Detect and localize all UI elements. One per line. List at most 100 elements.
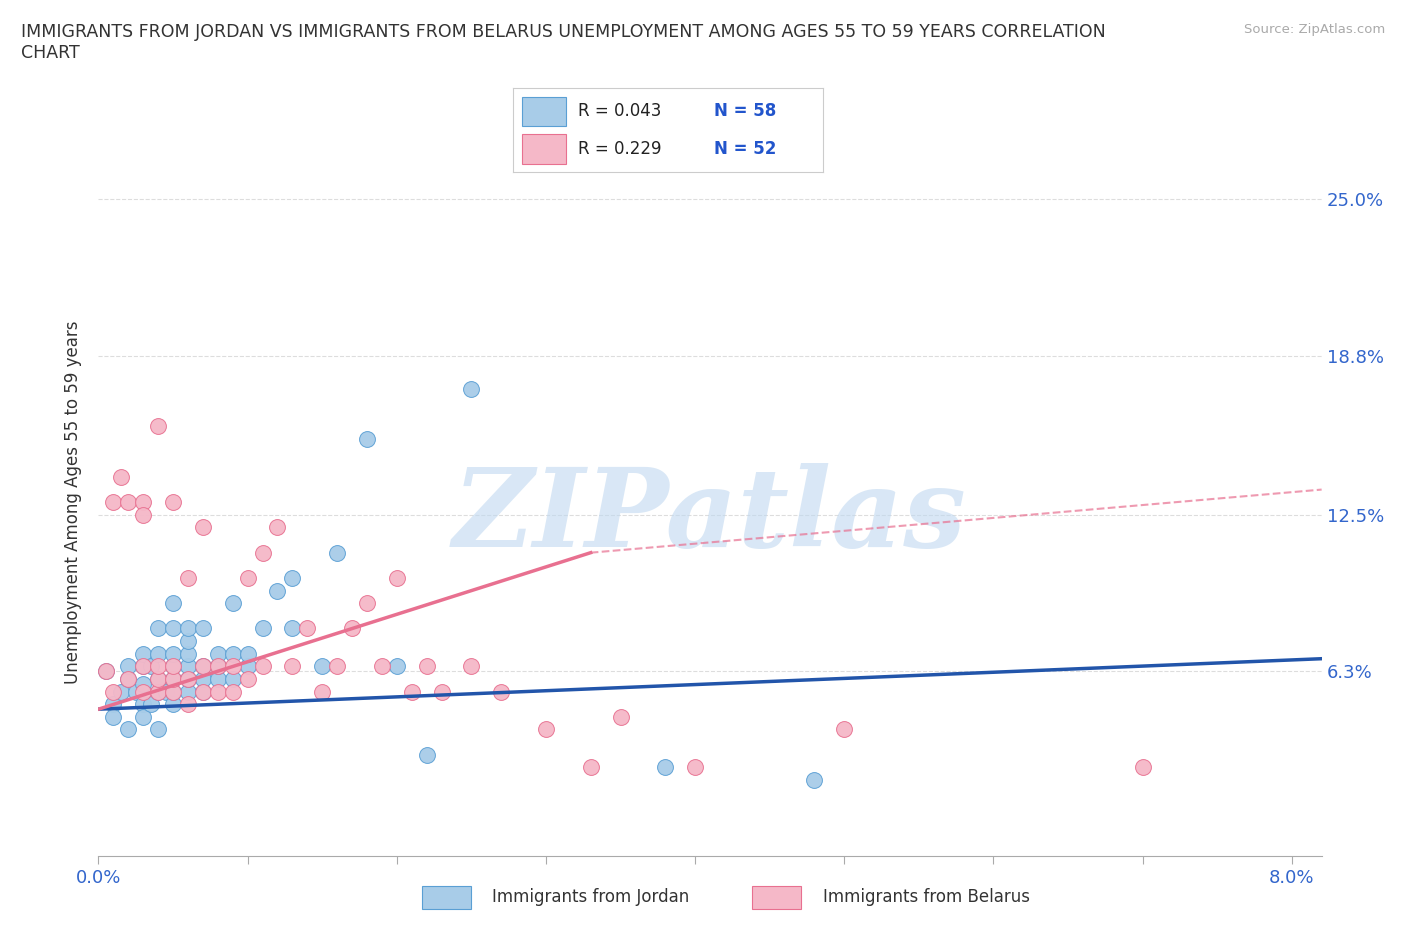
Point bbox=[132, 697, 155, 711]
Point bbox=[356, 596, 378, 611]
Point bbox=[110, 470, 132, 485]
Point bbox=[94, 664, 117, 679]
Point bbox=[146, 646, 169, 661]
Point bbox=[221, 684, 243, 699]
Point bbox=[534, 722, 557, 737]
Point bbox=[117, 671, 139, 686]
Point bbox=[162, 658, 184, 673]
Point bbox=[221, 671, 243, 686]
Point bbox=[146, 684, 169, 699]
Bar bbox=[752, 885, 801, 910]
Point bbox=[132, 495, 155, 510]
Point bbox=[103, 697, 125, 711]
Point bbox=[125, 684, 148, 699]
Text: N = 52: N = 52 bbox=[714, 140, 776, 157]
Point bbox=[252, 621, 274, 636]
Point bbox=[311, 684, 333, 699]
Point bbox=[385, 570, 408, 585]
Point bbox=[162, 646, 184, 661]
Point bbox=[103, 710, 125, 724]
Point bbox=[191, 520, 214, 535]
Bar bbox=[422, 885, 471, 910]
Point bbox=[236, 658, 259, 673]
Point bbox=[162, 697, 184, 711]
Point bbox=[117, 671, 139, 686]
Point bbox=[191, 684, 214, 699]
Point bbox=[132, 684, 155, 699]
Point bbox=[311, 658, 333, 673]
Point bbox=[162, 671, 184, 686]
Point bbox=[460, 658, 482, 673]
Point bbox=[146, 722, 169, 737]
Point bbox=[177, 621, 200, 636]
Point bbox=[683, 760, 706, 775]
Point bbox=[155, 684, 177, 699]
Point bbox=[191, 658, 214, 673]
Text: Immigrants from Jordan: Immigrants from Jordan bbox=[492, 888, 689, 907]
Point bbox=[385, 658, 408, 673]
Point bbox=[146, 621, 169, 636]
Point bbox=[139, 697, 162, 711]
Point bbox=[326, 658, 349, 673]
Point bbox=[236, 570, 259, 585]
Point bbox=[221, 658, 243, 673]
Point bbox=[191, 621, 214, 636]
Point bbox=[132, 710, 155, 724]
Point bbox=[117, 722, 139, 737]
Point bbox=[236, 671, 259, 686]
Point bbox=[177, 671, 200, 686]
Point bbox=[162, 671, 184, 686]
Point bbox=[281, 658, 304, 673]
Point bbox=[191, 684, 214, 699]
Point bbox=[356, 432, 378, 446]
Point bbox=[162, 621, 184, 636]
Point bbox=[326, 545, 349, 560]
Point bbox=[832, 722, 855, 737]
Point bbox=[162, 684, 184, 699]
Text: ZIPatlas: ZIPatlas bbox=[453, 462, 967, 570]
Point bbox=[103, 684, 125, 699]
Point bbox=[94, 664, 117, 679]
Point bbox=[177, 646, 200, 661]
Point bbox=[207, 671, 229, 686]
Point bbox=[430, 684, 453, 699]
Text: Immigrants from Belarus: Immigrants from Belarus bbox=[823, 888, 1029, 907]
Point bbox=[162, 495, 184, 510]
Point bbox=[103, 495, 125, 510]
Point bbox=[266, 520, 288, 535]
Point bbox=[146, 684, 169, 699]
Text: N = 58: N = 58 bbox=[714, 102, 776, 120]
Bar bbox=[523, 97, 565, 126]
Point bbox=[132, 676, 155, 691]
Point bbox=[207, 684, 229, 699]
Text: Source: ZipAtlas.com: Source: ZipAtlas.com bbox=[1244, 23, 1385, 36]
Point bbox=[132, 658, 155, 673]
Point bbox=[177, 633, 200, 648]
Text: CHART: CHART bbox=[21, 44, 80, 61]
Bar bbox=[523, 135, 565, 164]
Point bbox=[191, 671, 214, 686]
Point bbox=[654, 760, 676, 775]
Point bbox=[803, 773, 825, 788]
Y-axis label: Unemployment Among Ages 55 to 59 years: Unemployment Among Ages 55 to 59 years bbox=[65, 321, 83, 684]
Text: R = 0.043: R = 0.043 bbox=[578, 102, 661, 120]
Point bbox=[609, 710, 631, 724]
Point bbox=[191, 658, 214, 673]
Point bbox=[177, 671, 200, 686]
Point bbox=[207, 658, 229, 673]
Point bbox=[415, 747, 437, 762]
Point bbox=[579, 760, 602, 775]
Point bbox=[371, 658, 394, 673]
Point bbox=[207, 646, 229, 661]
Point bbox=[340, 621, 363, 636]
Point bbox=[266, 583, 288, 598]
Point bbox=[162, 596, 184, 611]
Point bbox=[401, 684, 423, 699]
Point bbox=[162, 684, 184, 699]
Point bbox=[207, 658, 229, 673]
Point bbox=[110, 684, 132, 699]
Point bbox=[236, 646, 259, 661]
Point bbox=[162, 658, 184, 673]
Point bbox=[177, 697, 200, 711]
Point bbox=[132, 658, 155, 673]
